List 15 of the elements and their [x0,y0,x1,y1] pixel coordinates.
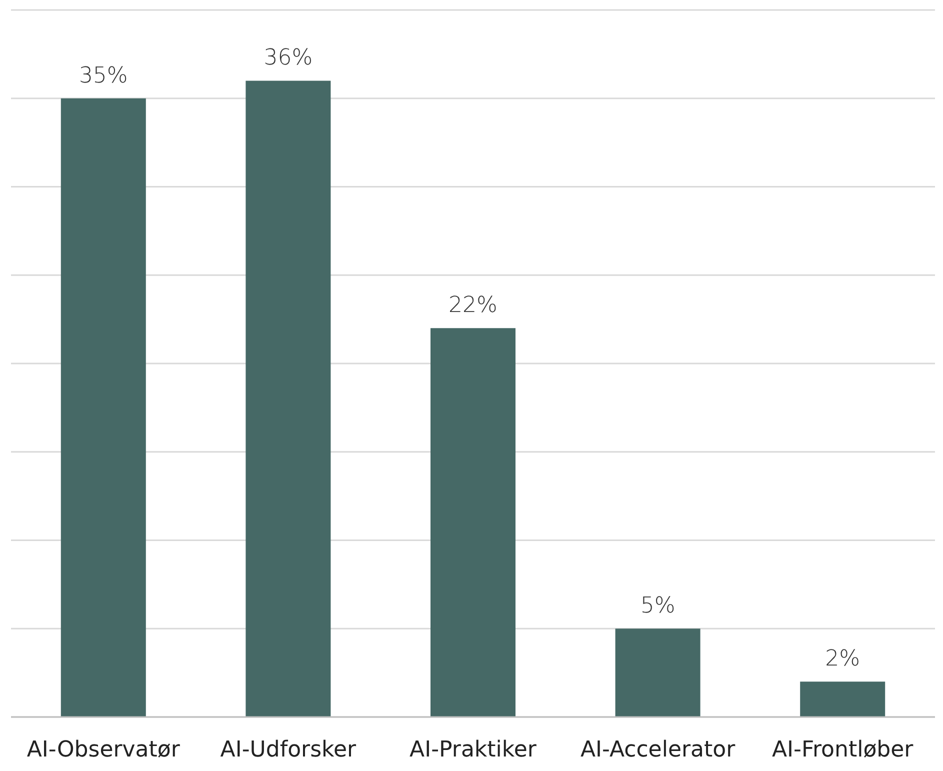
data-label: 36% [264,46,313,71]
bar [430,328,516,717]
bar [246,80,331,717]
bar [60,98,146,717]
bar [800,682,886,717]
x-tick-label: AI-Frontløber [772,738,914,763]
data-label: 2% [825,646,860,672]
data-label: 35% [78,63,128,88]
x-tick-label: AI-Observatør [26,738,181,763]
x-tick-label: AI-Praktiker [410,738,538,763]
bar [615,628,700,717]
x-tick-label: AI-Accelerator [580,738,736,763]
data-label: 22% [448,293,498,318]
data-label: 5% [640,594,676,619]
x-tick-label: AI-Udforsker [220,738,358,763]
